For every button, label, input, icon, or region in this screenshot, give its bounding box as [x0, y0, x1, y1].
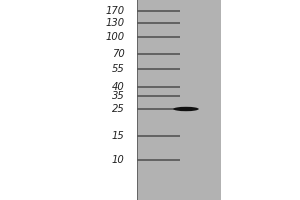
Text: 40: 40	[112, 82, 124, 92]
Text: 55: 55	[112, 64, 124, 74]
Text: 130: 130	[105, 18, 124, 28]
Bar	[136, 0, 138, 200]
Text: 100: 100	[105, 32, 124, 42]
Text: 25: 25	[112, 104, 124, 114]
Text: 35: 35	[112, 91, 124, 101]
Text: 70: 70	[112, 49, 124, 59]
Text: 170: 170	[105, 6, 124, 16]
Bar	[136, 0, 220, 200]
Text: 10: 10	[112, 155, 124, 165]
Ellipse shape	[173, 107, 199, 111]
Text: 15: 15	[112, 131, 124, 141]
